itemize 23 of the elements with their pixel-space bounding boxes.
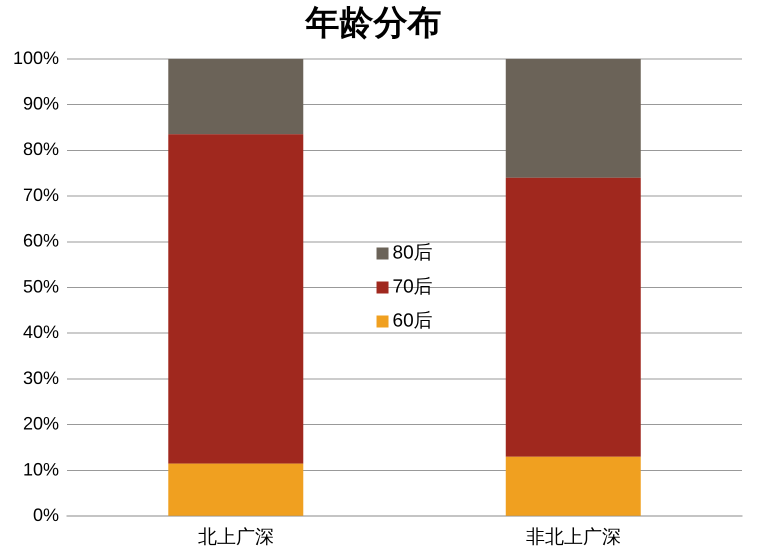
legend-label: 60后: [392, 310, 433, 332]
y-tick-label: 10%: [23, 459, 60, 480]
bar: [506, 456, 641, 516]
legend-label: 80后: [392, 242, 433, 264]
x-tick-label: 非北上广深: [526, 526, 621, 548]
bar: [506, 58, 641, 178]
y-tick-label: 100%: [12, 48, 60, 68]
y-tick-label: 40%: [23, 322, 60, 342]
bar: [168, 58, 304, 134]
y-tick-label: 20%: [23, 414, 60, 434]
y-tick-label: 0%: [33, 505, 60, 526]
y-tick-label: 70%: [23, 184, 60, 205]
y-tick-label: 60%: [23, 230, 60, 251]
bar: [506, 178, 641, 457]
legend-label: 70后: [392, 276, 433, 298]
y-tick-label: 90%: [23, 94, 60, 114]
bar: [168, 464, 304, 516]
chart-title: 年龄分布: [304, 4, 442, 42]
y-tick-label: 30%: [23, 368, 60, 388]
y-tick-label: 50%: [23, 276, 60, 296]
y-tick-label: 80%: [23, 139, 60, 160]
bar: [168, 134, 304, 464]
x-tick-label: 北上广深: [198, 526, 274, 548]
